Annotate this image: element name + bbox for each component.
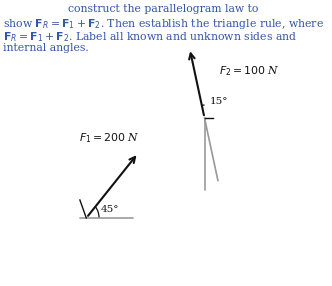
Text: internal angles.: internal angles.: [3, 43, 89, 53]
Text: $\mathbf{F}_R = \mathbf{F}_1 + \mathbf{F}_2$. Label all known and unknown sides : $\mathbf{F}_R = \mathbf{F}_1 + \mathbf{F…: [3, 30, 297, 44]
Text: construct the parallelogram law to: construct the parallelogram law to: [68, 4, 259, 14]
Text: $F_1 = 200$ N: $F_1 = 200$ N: [79, 131, 140, 145]
Text: 15°: 15°: [210, 97, 229, 106]
Text: 45°: 45°: [101, 205, 119, 214]
Text: $F_2 = 100$ N: $F_2 = 100$ N: [219, 64, 280, 78]
Text: show $\mathbf{F}_R = \mathbf{F}_1 + \mathbf{F}_2$. Then establish the triangle r: show $\mathbf{F}_R = \mathbf{F}_1 + \mat…: [3, 17, 324, 31]
